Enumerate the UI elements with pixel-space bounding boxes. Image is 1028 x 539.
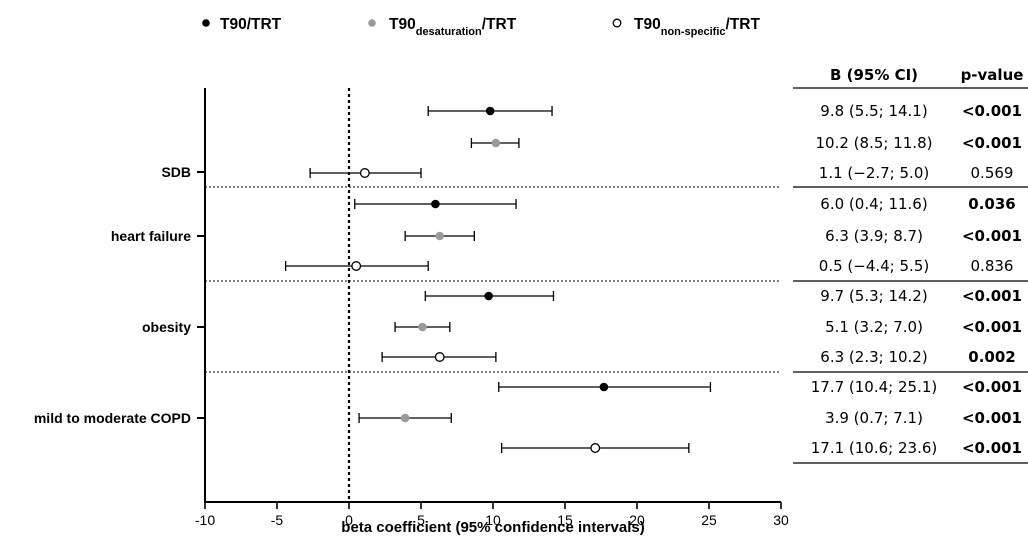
legend-subscript: desaturation: [416, 26, 482, 38]
table-cell-ci: 9.7 (5.3; 14.2): [820, 287, 927, 305]
ci-row: [358, 413, 452, 423]
table-cell-ci: 10.2 (8.5; 11.8): [816, 134, 933, 152]
table-header-p: p-value: [961, 66, 1024, 84]
legend-item-1: T90desaturation/TRT: [368, 16, 517, 38]
point-estimate: [418, 322, 427, 332]
point-estimate: [400, 413, 410, 423]
ci-row: [470, 138, 520, 148]
point-estimate: [599, 382, 609, 392]
x-tick-label: -5: [271, 512, 284, 528]
ci-row: [354, 199, 517, 209]
point-estimate: [484, 291, 493, 301]
point-estimate: [590, 443, 601, 453]
ci-row: [424, 291, 555, 301]
ci-row: [500, 443, 690, 453]
table-cell-p: 0.569: [971, 164, 1014, 182]
x-tick-label: 0: [345, 512, 353, 528]
x-tick-label: 20: [629, 512, 645, 528]
table-cell-p: 0.036: [968, 195, 1015, 213]
table-cell-p: <0.001: [962, 378, 1022, 396]
legend-suffix: /TRT: [726, 16, 761, 33]
point-estimate: [491, 138, 501, 148]
legend-marker-0: [202, 19, 210, 27]
table-cell-ci: 5.1 (3.2; 7.0): [825, 318, 923, 336]
table-cell-ci: 3.9 (0.7; 7.1): [825, 409, 923, 427]
legend-item-0: T90/TRT: [202, 16, 282, 33]
ci-row: [394, 322, 451, 332]
ci-row: [309, 168, 422, 178]
legend-suffix: /TRT: [247, 16, 282, 33]
legend-suffix: /TRT: [482, 16, 517, 33]
table-cell-p: 0.002: [968, 348, 1015, 366]
ci-row: [498, 382, 712, 392]
legend-main: T90: [389, 16, 416, 33]
legend-marker-2: [612, 18, 622, 28]
table-cell-p: <0.001: [962, 439, 1022, 457]
table-cell-p: <0.001: [962, 102, 1022, 120]
legend-label-0: T90/TRT: [220, 16, 282, 33]
x-tick-label: 25: [701, 512, 717, 528]
point-estimate: [431, 199, 440, 209]
legend-label-1: T90desaturation/TRT: [389, 16, 517, 38]
table-cell-p: <0.001: [962, 134, 1022, 152]
table-cell-p: <0.001: [962, 409, 1022, 427]
legend-marker-1: [368, 19, 376, 27]
x-tick-label: 5: [417, 512, 425, 528]
point-estimate: [351, 261, 362, 271]
ci-row: [427, 106, 553, 116]
group-label: mild to moderate COPD: [34, 410, 191, 426]
table-cell-ci: 9.8 (5.5; 14.1): [820, 102, 927, 120]
legend-subscript: non-specific: [661, 26, 726, 38]
ci-row: [284, 261, 429, 271]
table-cell-ci: 6.3 (2.3; 10.2): [820, 348, 927, 366]
table-cell-ci: 6.0 (0.4; 11.6): [820, 195, 927, 213]
x-tick-label: 30: [773, 512, 789, 528]
group-label: obesity: [142, 319, 191, 335]
x-axis-label: beta coefficient (95% confidence interva…: [341, 519, 644, 536]
table-cell-p: 0.836: [971, 257, 1014, 275]
point-estimate: [359, 168, 370, 178]
table-cell-ci: 17.1 (10.6; 23.6): [811, 439, 938, 457]
table-cell-ci: 0.5 (−4.4; 5.5): [819, 257, 929, 275]
ci-row: [381, 352, 497, 362]
table-cell-ci: 17.7 (10.4; 25.1): [811, 378, 938, 396]
point-estimate: [485, 106, 495, 116]
point-estimate: [434, 352, 445, 362]
legend-label-2: T90non-specific/TRT: [634, 16, 760, 38]
table-cell-p: <0.001: [962, 287, 1022, 305]
x-tick-label: 15: [557, 512, 573, 528]
legend-main: T90: [634, 16, 661, 33]
group-label: SDB: [161, 164, 191, 180]
ci-row: [404, 231, 475, 241]
group-label: heart failure: [111, 228, 191, 244]
point-estimate: [435, 231, 445, 241]
x-tick-label: -10: [195, 512, 215, 528]
table-header-ci: B (95% CI): [830, 66, 918, 84]
table-cell-p: <0.001: [962, 318, 1022, 336]
x-tick-label: 10: [485, 512, 501, 528]
table-cell-ci: 6.3 (3.9; 8.7): [825, 227, 923, 245]
table-cell-p: <0.001: [962, 227, 1022, 245]
legend-main: T90: [220, 16, 247, 33]
legend-item-2: T90non-specific/TRT: [612, 16, 760, 38]
table-cell-ci: 1.1 (−2.7; 5.0): [819, 164, 929, 182]
